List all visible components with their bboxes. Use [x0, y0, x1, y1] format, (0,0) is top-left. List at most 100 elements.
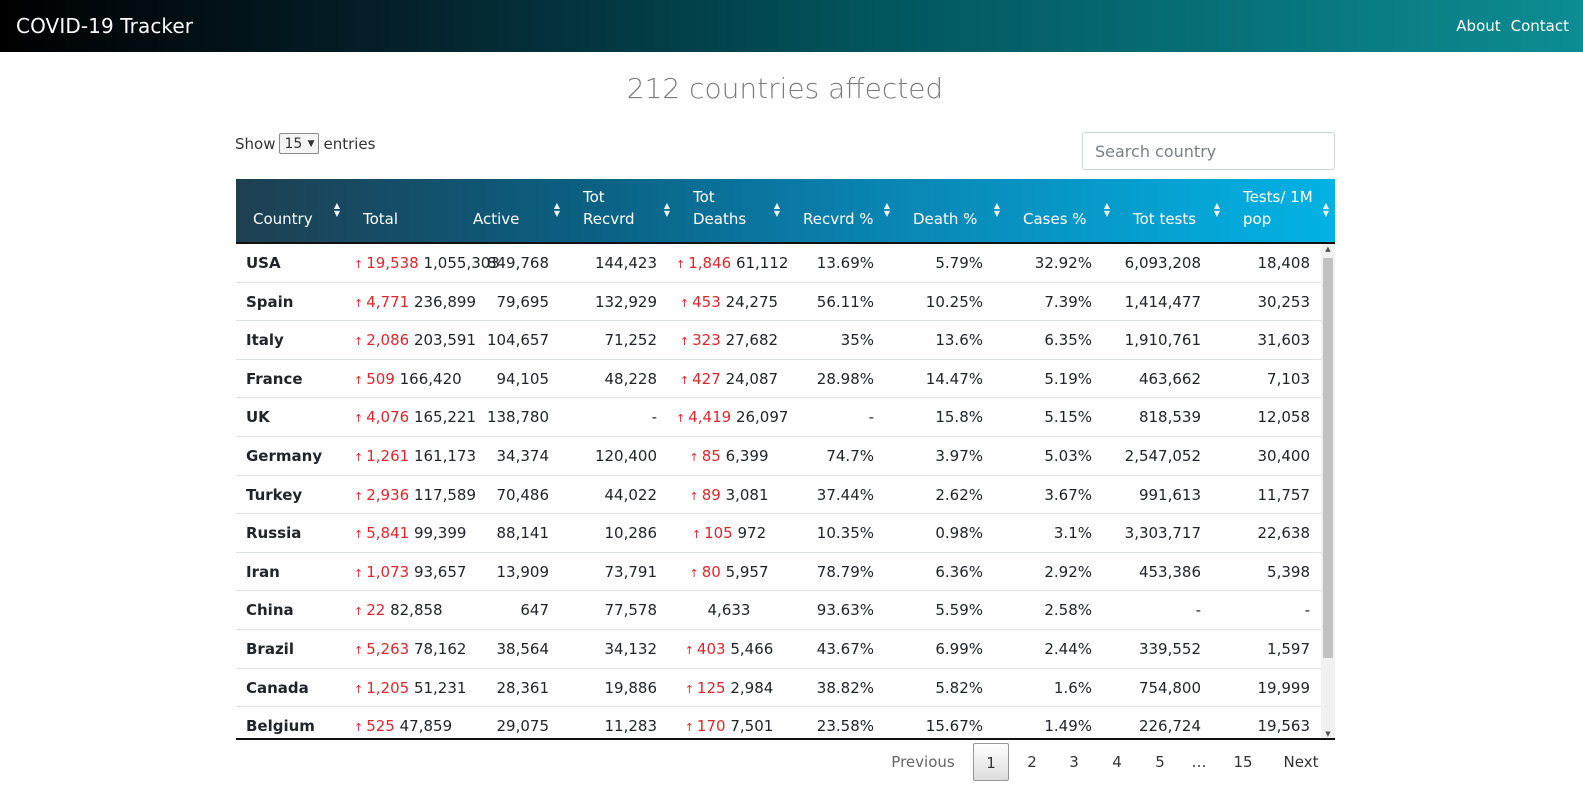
cell-tests: 453,386 [1116, 553, 1201, 591]
arrow-up-icon: ↑ [354, 335, 364, 349]
table-row[interactable]: Spain ↑ 4,771 236,899 79,695 132,929 ↑ 453 24,… [236, 283, 1321, 322]
country-name: Belgium [246, 717, 315, 736]
cell-active: 29,075 [466, 707, 550, 739]
cell-deaths: ↑ 4,419 26,097 [676, 398, 788, 436]
column-header-label: Recvrd % [803, 210, 874, 228]
active-cases: 104,657 [486, 331, 549, 350]
column-header-recovered-pct[interactable]: Recvrd % ▲ ▼ [803, 179, 896, 242]
pagination-ellipsis: … [1191, 753, 1207, 771]
search-country-input[interactable] [1082, 132, 1335, 170]
tests-per-million: 7,103 [1267, 369, 1310, 388]
cell-deaths: ↑ 89 3,081 [676, 476, 782, 514]
sort-icon[interactable]: ▲ ▼ [1213, 201, 1220, 218]
table-row[interactable]: Canada ↑ 1,205 51,231 28,361 19,886 ↑ 125 2,98… [236, 669, 1321, 708]
tests-per-million: 30,253 [1257, 292, 1311, 311]
column-header-tests-per-million[interactable]: Tests/ 1M pop ▲ ▼ [1243, 179, 1335, 242]
page-button-3[interactable]: 3 [1069, 753, 1079, 771]
table-row[interactable]: Italy ↑ 2,086 203,591 104,657 71,252 ↑ 323 27,… [236, 321, 1321, 360]
column-header-total[interactable]: Total [363, 179, 456, 242]
sort-icon[interactable]: ▲ ▼ [993, 201, 1000, 218]
total-cases: 1,055,303 [423, 254, 500, 272]
cell-deaths: ↑ 1,846 61,112 [676, 244, 788, 282]
death-percent: 10.25% [925, 292, 983, 311]
entries-length-control: Show 15 ▼ entries [235, 133, 375, 154]
column-header-recovered[interactable]: Tot Recvrd ▲ ▼ [583, 179, 676, 242]
sort-icon[interactable]: ▲ ▼ [1103, 201, 1110, 218]
cell-total: ↑ 19,538 1,055,303 [354, 244, 500, 282]
table-body[interactable]: ▲ ▼ USA ↑ 19,538 1,055,303 849,768 144,423 ↑ 1… [236, 244, 1335, 739]
recovered-percent: 38.82% [816, 678, 874, 697]
total-tests: 818,539 [1138, 408, 1201, 427]
cell-cases-pct: 1.49% [1006, 707, 1092, 739]
table-row[interactable]: Germany ↑ 1,261 161,173 34,374 120,400 ↑ 85 6,… [236, 437, 1321, 476]
cell-country: Belgium [246, 707, 346, 739]
cell-cases-pct: 32.92% [1006, 244, 1092, 282]
sort-icon[interactable]: ▲ ▼ [1322, 201, 1329, 218]
table-row[interactable]: Russia ↑ 5,841 99,399 88,141 10,286 ↑ 105 972 1… [236, 514, 1321, 553]
sort-icon[interactable]: ▲ ▼ [663, 201, 670, 218]
table-row[interactable]: Belgium ↑ 525 47,859 29,075 11,283 ↑ 170 7,501… [236, 707, 1321, 739]
scrollbar-thumb[interactable] [1323, 258, 1333, 658]
page-button-4[interactable]: 4 [1112, 753, 1122, 771]
table-row[interactable]: Iran ↑ 1,073 93,657 13,909 73,791 ↑ 80 5,957 78… [236, 553, 1321, 592]
tests-per-million: 12,058 [1257, 408, 1311, 427]
entries-select[interactable]: 15 ▼ [279, 133, 320, 154]
page-button-15[interactable]: 15 [1233, 753, 1253, 771]
total-tests: - [1195, 601, 1201, 620]
total-tests: 339,552 [1138, 640, 1201, 658]
table-row[interactable]: France ↑ 509 166,420 94,105 48,228 ↑ 427 24,08… [236, 360, 1321, 399]
cell-active: 647 [466, 591, 549, 629]
column-header-cases-pct[interactable]: Cases % ▲ ▼ [1023, 179, 1116, 242]
page-button-2[interactable]: 2 [1027, 753, 1037, 771]
death-percent: 15.8% [935, 408, 983, 427]
cell-death-pct: 10.25% [896, 283, 983, 321]
cell-tests: 463,662 [1116, 360, 1201, 398]
table-row[interactable]: UK ↑ 4,076 165,221 138,780- ↑ 4,419 26,097-15… [236, 398, 1321, 437]
arrow-up-icon: ↑ [684, 721, 694, 735]
next-page-button[interactable]: Next [1283, 753, 1319, 771]
cases-percent: 5.03% [1044, 447, 1092, 465]
new-deaths: 4,419 [688, 408, 732, 427]
arrow-up-icon: ↑ [676, 258, 686, 271]
recovered-count: 120,400 [594, 447, 657, 465]
cell-cases-pct: 3.67% [1006, 476, 1092, 514]
table-row[interactable]: China ↑ 22 82,858 647 77,578 4,633 93.63% 5.59%… [236, 591, 1321, 630]
table-scrollbar[interactable]: ▲ ▼ [1321, 244, 1335, 739]
cell-recovered-pct: 43.67% [786, 630, 874, 668]
cell-active: 79,695 [466, 283, 550, 321]
tests-per-million: 19,999 [1257, 678, 1311, 697]
cell-tests-per-million: 12,058 [1226, 398, 1311, 436]
arrow-up-icon: ↑ [679, 373, 690, 387]
recovered-percent: - [868, 408, 874, 427]
page-button-1[interactable]: 1 [973, 743, 1009, 781]
previous-page-button[interactable]: Previous [891, 753, 955, 771]
column-header-tests[interactable]: Tot tests ▲ ▼ [1133, 179, 1226, 242]
cases-percent: 3.1% [1053, 524, 1092, 543]
cases-percent: 1.6% [1053, 678, 1092, 697]
table-row[interactable]: Brazil ↑ 5,263 78,162 38,564 34,132 ↑ 403 5,46… [236, 630, 1321, 669]
sort-icon[interactable]: ▲ ▼ [883, 201, 890, 218]
arrow-up-icon: ↑ [354, 258, 364, 271]
scroll-up-icon[interactable]: ▲ [1325, 245, 1331, 253]
cell-active: 849,768 [466, 244, 549, 282]
new-deaths: 403 [696, 640, 726, 658]
scroll-down-icon[interactable]: ▼ [1325, 730, 1331, 738]
cell-total: ↑ 2,936 117,589 [354, 476, 482, 514]
cell-tests: 1,414,477 [1116, 283, 1201, 321]
brand-title[interactable]: COVID-19 Tracker [16, 14, 194, 38]
sort-icon[interactable]: ▲ ▼ [553, 201, 560, 218]
table-row[interactable]: Turkey ↑ 2,936 117,589 70,486 44,022 ↑ 89 3,08… [236, 476, 1321, 515]
table-row[interactable]: USA ↑ 19,538 1,055,303 849,768 144,423 ↑ 1,846… [236, 244, 1321, 283]
column-header-active[interactable]: Active ▲ ▼ [473, 179, 566, 242]
page-button-5[interactable]: 5 [1155, 753, 1165, 771]
nav-link-contact[interactable]: Contact [1510, 17, 1569, 35]
column-header-death-pct[interactable]: Death % ▲ ▼ [913, 179, 1006, 242]
sort-icon[interactable]: ▲ ▼ [773, 201, 780, 218]
active-cases: 79,695 [496, 292, 550, 311]
column-header-deaths[interactable]: Tot Deaths ▲ ▼ [693, 179, 786, 242]
death-percent: 5.79% [935, 254, 983, 272]
column-header-country[interactable]: Country ▲ ▼ [253, 179, 346, 242]
nav-link-about[interactable]: About [1456, 17, 1501, 35]
cell-country: Germany [246, 437, 346, 475]
sort-icon[interactable]: ▲ ▼ [333, 201, 340, 218]
